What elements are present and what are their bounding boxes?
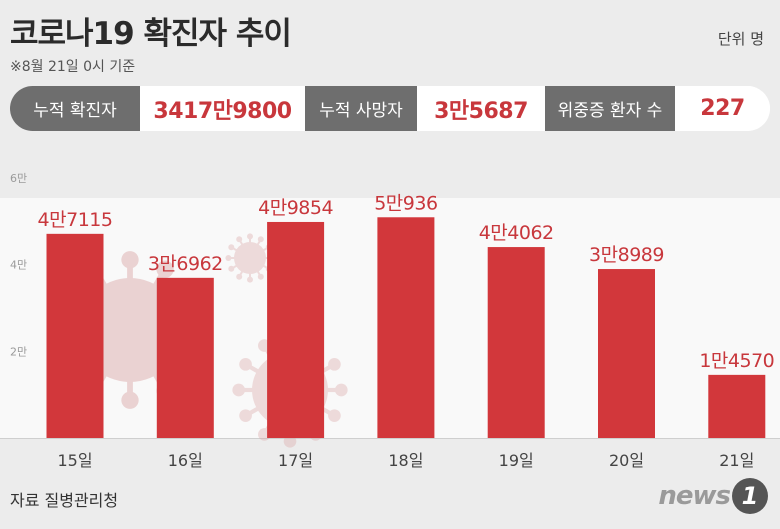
news1-logo: news 1 — [658, 478, 768, 514]
bar — [46, 233, 104, 438]
stat-value-cumulative-cases: 3417만9800 — [140, 86, 305, 131]
x-tick-label: 18일 — [388, 451, 423, 470]
stat-value-critical-patients: 227 — [675, 86, 770, 131]
stat-value-cumulative-deaths: 3만5687 — [417, 86, 545, 131]
chart-title: 코로나19 확진자 추이 — [10, 16, 292, 52]
x-tick-label: 19일 — [499, 451, 534, 470]
value-labels: 4만7115 3만6962 4만9854 5만936 4만4062 3만8989 1만457… — [38, 192, 775, 372]
x-tick-label: 20일 — [609, 451, 644, 470]
bar-value-label: 3만8989 — [589, 244, 664, 266]
x-axis: 15일 16일 17일 18일 19일 20일 21일 — [57, 451, 754, 470]
y-tick-label: 6만 — [10, 172, 27, 185]
bar — [598, 269, 655, 438]
y-tick-label: 4만 — [10, 259, 27, 272]
x-tick-label: 21일 — [719, 451, 754, 470]
bar-value-label: 1만4570 — [699, 350, 774, 372]
stat-label-cumulative-deaths: 누적 사망자 — [305, 86, 417, 131]
baseline-divider — [0, 438, 780, 439]
bar — [708, 374, 766, 438]
source-note: 자료 질병관리청 — [10, 491, 119, 510]
bar-value-label: 4만7115 — [38, 209, 113, 231]
bar — [377, 217, 435, 438]
basis-note: ※8월 21일 0시 기준 — [10, 59, 136, 75]
bar-value-label: 4만9854 — [258, 197, 333, 219]
bar — [267, 221, 325, 438]
bar-value-label: 4만4062 — [479, 222, 554, 244]
bar — [156, 277, 214, 438]
y-axis: 2만 4만 6만 — [10, 172, 27, 358]
bar-value-label: 5만936 — [374, 192, 437, 214]
stat-label-cumulative-cases: 누적 확진자 — [10, 86, 140, 131]
bars — [46, 217, 766, 438]
y-tick-label: 2만 — [10, 345, 27, 358]
stats-bar: 누적 확진자 3417만9800 누적 사망자 3만5687 위중증 환자 수 … — [10, 86, 770, 131]
stat-label-critical-patients: 위중증 환자 수 — [545, 86, 675, 131]
x-tick-label: 17일 — [278, 451, 313, 470]
x-tick-label: 16일 — [168, 451, 203, 470]
bar-value-label: 3만6962 — [148, 253, 223, 275]
unit-label: 단위 명 — [717, 30, 764, 48]
bar — [487, 247, 545, 438]
x-tick-label: 15일 — [57, 451, 92, 470]
